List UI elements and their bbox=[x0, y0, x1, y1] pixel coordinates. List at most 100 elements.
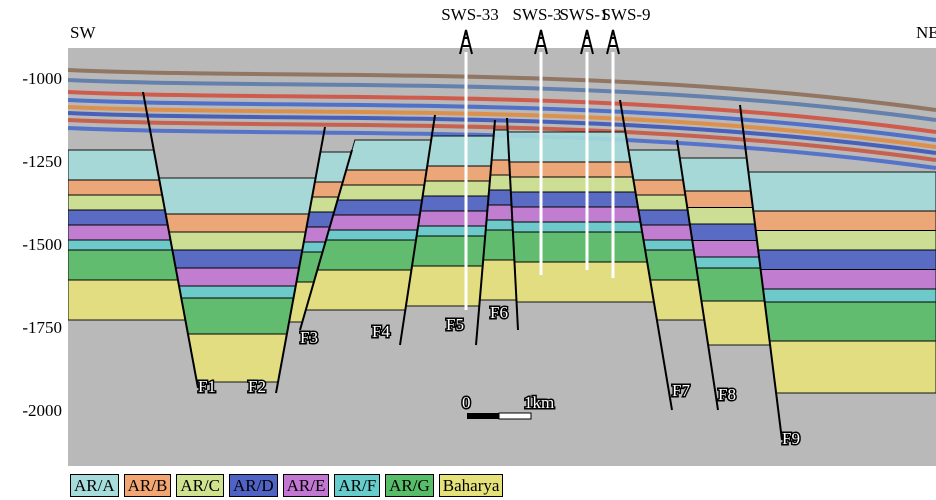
horizon-layer bbox=[511, 192, 638, 207]
scale-bar-white bbox=[499, 413, 531, 419]
fault-label: F9 bbox=[782, 429, 800, 448]
horizon-layer bbox=[181, 298, 293, 334]
horizon-layer bbox=[690, 224, 757, 241]
horizon-layer bbox=[483, 230, 514, 260]
horizon-layer bbox=[696, 268, 764, 301]
horizon-layer bbox=[687, 208, 755, 225]
horizon-layer bbox=[756, 231, 936, 251]
depth-tick-label: -1750 bbox=[22, 318, 62, 337]
horizon-layer bbox=[638, 210, 689, 225]
horizon-layer bbox=[166, 214, 309, 232]
fault-label: F4 bbox=[372, 322, 390, 341]
legend-item: AR/C bbox=[176, 474, 224, 497]
horizon-layer bbox=[692, 241, 759, 258]
horizon-layer bbox=[68, 210, 168, 225]
horizon-layer bbox=[333, 200, 422, 215]
horizon-layer bbox=[490, 160, 510, 175]
horizon-layer bbox=[748, 172, 936, 211]
horizon-layer bbox=[486, 220, 513, 230]
fault-label: F8 bbox=[718, 385, 736, 404]
horizon-layer bbox=[488, 190, 512, 205]
horizon-layer bbox=[423, 181, 490, 196]
horizon-layer bbox=[487, 205, 513, 220]
legend-item: AR/A bbox=[70, 474, 119, 497]
horizon-layer bbox=[68, 250, 178, 280]
horizon-layer bbox=[326, 230, 418, 240]
horizon-layer bbox=[179, 286, 296, 298]
horizon-layer bbox=[763, 289, 936, 302]
horizon-layer bbox=[406, 266, 483, 306]
legend-item: AR/G bbox=[385, 474, 434, 497]
horizon-layer bbox=[342, 170, 427, 185]
horizon-layer bbox=[417, 226, 486, 236]
horizon-layer bbox=[420, 196, 488, 211]
horizon-layer bbox=[176, 268, 299, 286]
horizon-layer bbox=[68, 225, 171, 240]
fault-label: F2 bbox=[248, 377, 266, 396]
horizon-layer bbox=[510, 177, 635, 192]
horizon-layer bbox=[641, 225, 692, 240]
scale-start: 0 bbox=[462, 393, 471, 412]
fault-label: F6 bbox=[490, 303, 508, 322]
horizon-layer bbox=[480, 260, 517, 300]
horizon-layer bbox=[412, 236, 485, 266]
horizon-layer bbox=[512, 222, 642, 232]
horizon-layer bbox=[643, 240, 693, 250]
horizon-layer bbox=[753, 211, 936, 231]
horizon-layer bbox=[68, 150, 159, 180]
horizon-layer bbox=[514, 262, 653, 302]
horizon-layer bbox=[695, 257, 761, 268]
horizon-layer bbox=[418, 211, 487, 226]
depth-tick-label: -1250 bbox=[22, 152, 62, 171]
legend-item: AR/E bbox=[283, 474, 330, 497]
fault-label: F3 bbox=[300, 328, 318, 347]
legend-item: AR/D bbox=[229, 474, 278, 497]
horizon-layer bbox=[68, 195, 165, 210]
legend-item: AR/F bbox=[334, 474, 380, 497]
horizon-layer bbox=[317, 240, 416, 270]
horizon-layer bbox=[68, 240, 172, 250]
scale-end: 1km bbox=[524, 393, 554, 412]
horizon-layer bbox=[346, 140, 431, 170]
depth-tick-label: -2000 bbox=[22, 401, 62, 420]
horizon-layer bbox=[513, 232, 647, 262]
scale-bar-black bbox=[467, 413, 499, 419]
fault-label: F1 bbox=[198, 377, 216, 396]
ne-label: NE bbox=[916, 23, 936, 42]
horizon-layer bbox=[633, 180, 685, 195]
horizon-layer bbox=[188, 334, 287, 382]
horizon-layer bbox=[701, 301, 770, 345]
well-label: SWS-9 bbox=[601, 5, 650, 24]
horizon-layer bbox=[512, 207, 641, 222]
horizon-layer bbox=[425, 166, 491, 181]
horizon-layer bbox=[761, 270, 936, 290]
horizon-layer bbox=[650, 280, 704, 320]
page: F1F2F3F4F5F6F7F8F901km SW NE SWS-33SWS-3… bbox=[0, 0, 936, 500]
horizon-layer bbox=[685, 191, 753, 208]
horizon-layer bbox=[329, 215, 420, 230]
horizon-layer bbox=[489, 175, 511, 190]
horizon-layer bbox=[68, 280, 185, 320]
fault-label: F5 bbox=[446, 315, 464, 334]
horizon-layer bbox=[172, 250, 302, 268]
horizon-layer bbox=[628, 150, 683, 180]
depth-tick-label: -1000 bbox=[22, 69, 62, 88]
legend-item: AR/B bbox=[124, 474, 172, 497]
horizon-layer bbox=[770, 341, 936, 393]
horizon-layer bbox=[169, 232, 306, 250]
depth-tick-label: -1500 bbox=[22, 235, 62, 254]
well-label: SWS-3 bbox=[512, 5, 561, 24]
horizon-layer bbox=[427, 136, 493, 166]
horizon-layer bbox=[680, 158, 751, 191]
fault-label: F7 bbox=[672, 381, 690, 400]
horizon-layer bbox=[302, 242, 325, 252]
horizon-layer bbox=[68, 180, 162, 195]
horizon-layer bbox=[645, 250, 698, 280]
legend-item: Baharya bbox=[439, 474, 504, 497]
horizon-layer bbox=[636, 195, 688, 210]
horizon-layer bbox=[758, 250, 936, 270]
sw-label: SW bbox=[70, 23, 96, 42]
horizon-layer bbox=[159, 178, 316, 214]
